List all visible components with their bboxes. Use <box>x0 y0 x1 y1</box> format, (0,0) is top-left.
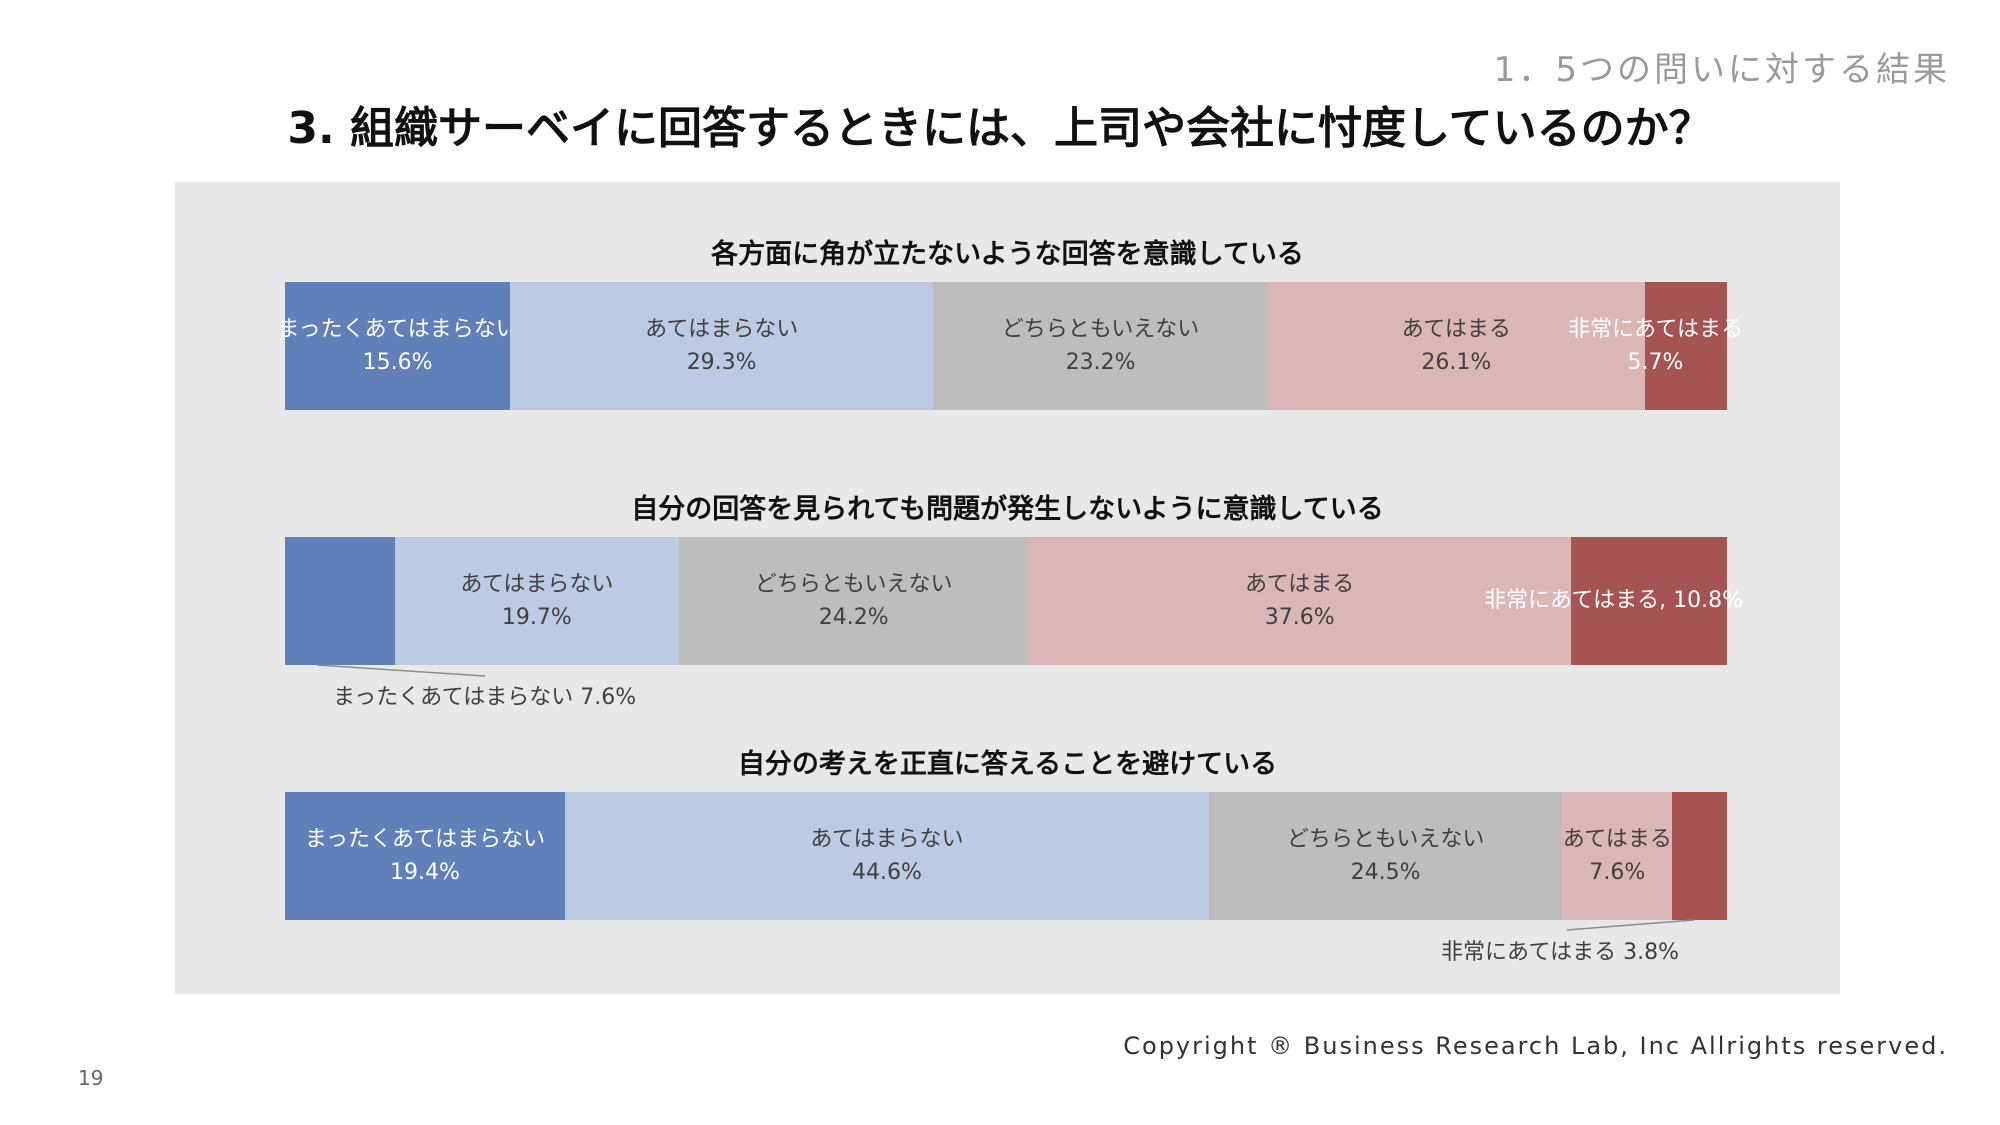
bar-segment-disagree <box>510 282 934 410</box>
data-label-disagree: あてはまらない 29.3% <box>645 313 798 379</box>
bar-segment-disagree <box>394 537 680 665</box>
copyright-footer: Copyright ® Business Research Lab, Inc A… <box>1123 1032 1948 1060</box>
data-label-strongly-disagree: まったくあてはまらない 19.4% <box>305 823 545 889</box>
data-label-category: まったくあてはまらない <box>304 827 546 852</box>
callout-label-bar2-segment1: まったくあてはまらない 7.6% <box>333 685 637 710</box>
stacked-bar-2: あてはまらない 19.7% どちらともいえない 24.2% あてはまる 37.6% 非常にあ… <box>285 537 1743 665</box>
data-label-disagree: あてはまらない 44.6% <box>810 823 963 889</box>
data-label-neutral: どちらともいえない 23.2% <box>1002 313 1200 379</box>
callout-label-bar3-segment5: 非常にあてはまる 3.8% <box>1441 940 1680 965</box>
data-label-value: 24.5% <box>1350 860 1421 885</box>
data-label-value: 15.6% <box>362 350 433 375</box>
bar-segment-strongly-agree <box>1672 792 1727 920</box>
bar-segment-neutral <box>679 537 1029 665</box>
bar-segment-disagree <box>565 792 1209 920</box>
bar-segment-strongly-agree <box>1571 537 1727 665</box>
bar-segment-agree <box>1028 537 1572 665</box>
data-label-category: あてはまらない <box>645 317 799 342</box>
data-label-category: どちらともいえない <box>754 572 953 597</box>
data-label-value: 24.2% <box>818 605 889 630</box>
data-label-category: あてはまる <box>1401 317 1511 342</box>
page-number: 19 <box>78 1066 104 1090</box>
leader-lines <box>316 664 1695 931</box>
data-label-category: まったくあてはまらない <box>277 317 518 342</box>
data-label-value: 7.6% <box>1589 860 1646 885</box>
section-label: 1．5つの問いに対する結果 <box>1493 50 1950 90</box>
data-label-category: あてはまらない <box>810 827 964 852</box>
data-label-agree: あてはまる 37.6% <box>1245 568 1354 634</box>
data-label-neutral: どちらともいえない 24.2% <box>755 568 953 634</box>
data-label-category: 非常にあてはまる <box>1567 317 1744 342</box>
data-label-agree: あてはまる 7.6% <box>1563 823 1672 889</box>
data-label-value: 23.2% <box>1065 350 1136 375</box>
chart-title-2: 自分の回答を見られても問題が発生しないように意識している <box>631 494 1384 525</box>
bar-segment-strongly-disagree <box>285 282 511 410</box>
data-label-value: 26.1% <box>1421 350 1492 375</box>
stacked-bar-3: まったくあてはまらない 19.4% あてはまらない 44.6% どちらともいえない 24.… <box>285 792 1727 920</box>
bar-segment-strongly-disagree <box>285 792 566 920</box>
chart-panel: 各方面に角が立たないような回答を意識している まったくあてはまらない 15.6% あ… <box>175 182 1840 994</box>
data-label-strongly-agree: 非常にあてはまる 5.7% <box>1568 313 1743 379</box>
data-label-category: あてはまらない <box>460 572 614 597</box>
data-label-category: どちらともいえない <box>1001 317 1200 342</box>
data-label-category: あてはまる <box>1562 827 1672 852</box>
bar-segment-neutral <box>933 282 1268 410</box>
bar-segment-agree <box>1562 792 1673 920</box>
leader-line-bar2 <box>316 664 486 677</box>
data-label-value: 19.7% <box>501 605 572 630</box>
bar-segment-strongly-agree <box>1644 282 1727 410</box>
data-label-value: 44.6% <box>851 860 922 885</box>
bar-segment-neutral <box>1208 792 1563 920</box>
leader-line-bar3 <box>1566 919 1695 931</box>
data-label-neutral: どちらともいえない 24.5% <box>1287 823 1485 889</box>
data-label-category: どちらともいえない <box>1286 827 1485 852</box>
slide-title: 3. 組織サーベイに回答するときには、上司や会社に忖度しているのか？ <box>287 103 1713 154</box>
data-label-disagree: あてはまらない 19.7% <box>460 568 613 634</box>
chart-title-1: 各方面に角が立たないような回答を意識している <box>711 239 1304 270</box>
data-label-category: あてはまる <box>1245 572 1355 597</box>
data-label-agree: あてはまる 26.1% <box>1402 313 1511 379</box>
chart-title-3: 自分の考えを正直に答えることを避けている <box>737 749 1278 780</box>
data-label-value: 37.6% <box>1264 605 1335 630</box>
data-label-strongly-disagree: まったくあてはまらない 15.6% <box>277 313 517 379</box>
bar-segment-agree <box>1267 282 1645 410</box>
data-label-value: 5.7% <box>1627 350 1684 375</box>
data-label-value: 19.4% <box>390 860 460 885</box>
data-label-text: 非常にあてはまる, 10.8% <box>1484 588 1743 613</box>
data-label-value: 29.3% <box>686 350 757 375</box>
bar-segment-strongly-disagree <box>285 537 395 665</box>
data-label-strongly-agree: 非常にあてはまる, 10.8% <box>1484 584 1743 617</box>
stacked-bar-1: まったくあてはまらない 15.6% あてはまらない 29.3% どちらともいえない 23.… <box>277 282 1743 410</box>
